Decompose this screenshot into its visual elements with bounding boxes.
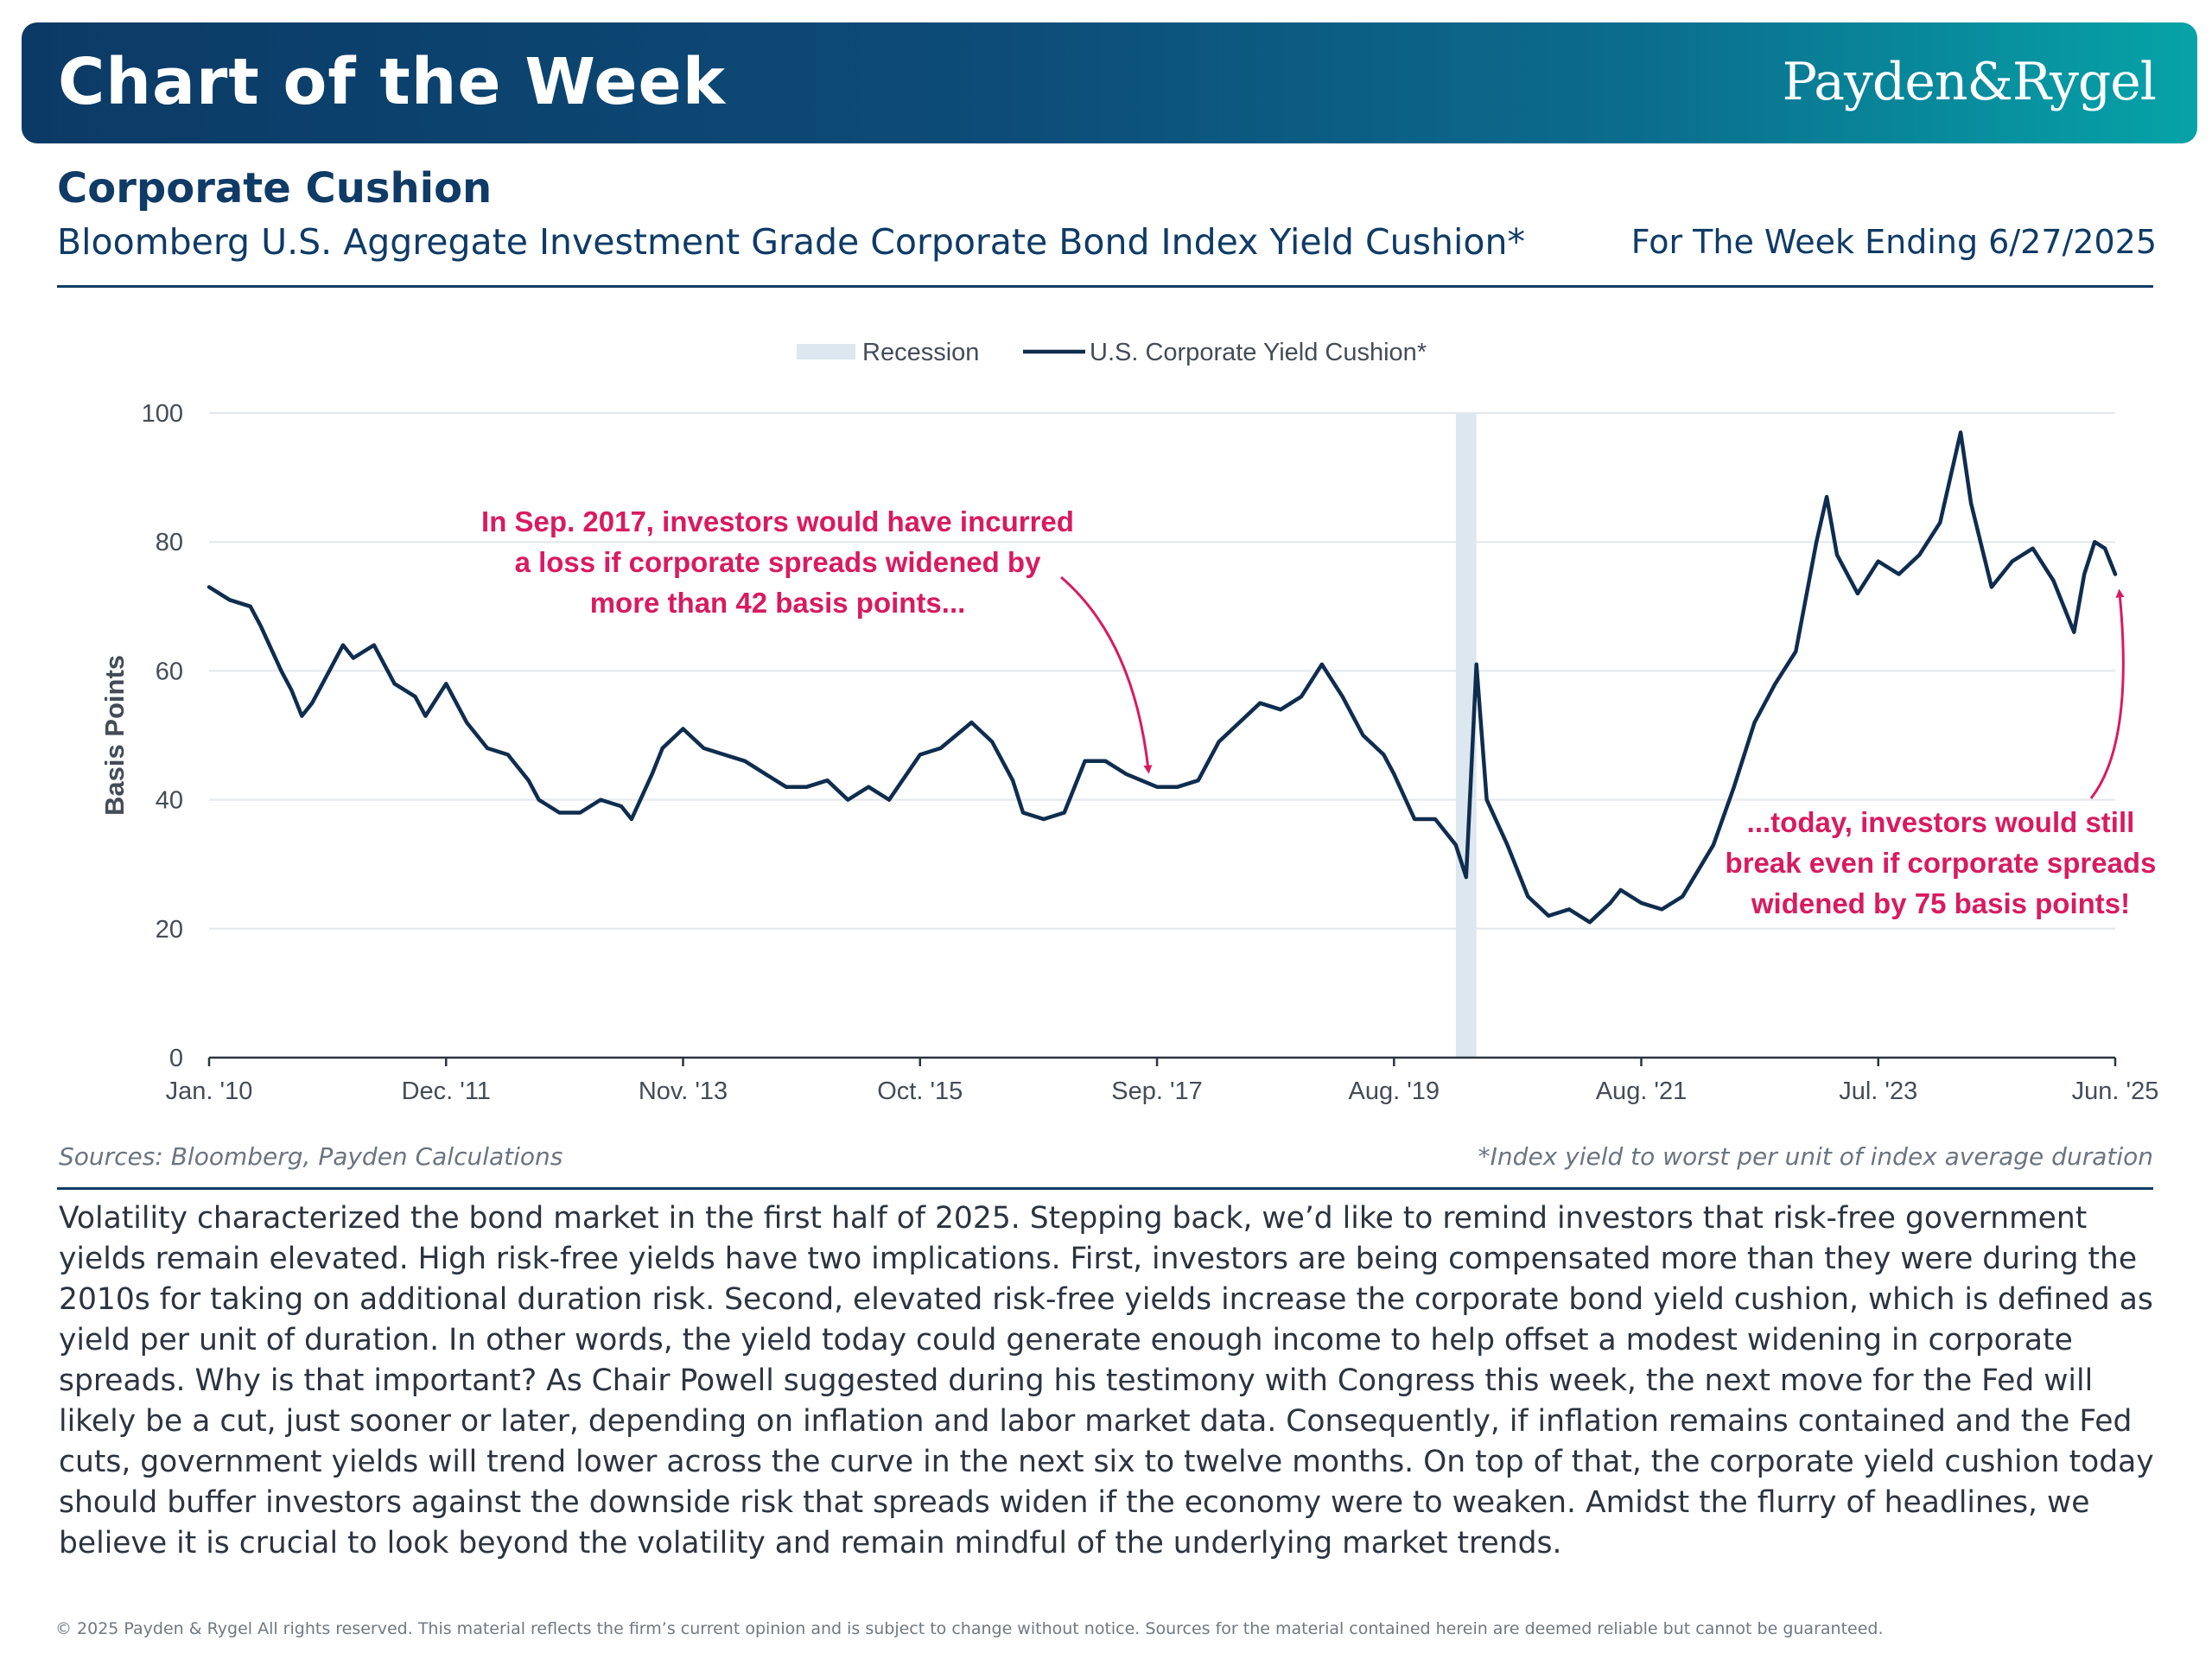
annotation-sep-2017-text: a loss if corporate spreads widened by bbox=[515, 546, 1042, 578]
x-tick-label: Dec. '11 bbox=[402, 1077, 491, 1105]
chart-axes: 0 20 40 60 80 100 Jan. '10 Dec. '11 Nov. '13 Oct.… bbox=[99, 400, 2158, 1105]
chart-legend: Recession U.S. Corporate Yield Cushion* bbox=[797, 339, 1427, 366]
y-axis-title: Basis Points bbox=[99, 655, 130, 816]
annotation-sep-2017-text: more than 42 basis points... bbox=[590, 587, 966, 619]
yield-cushion-chart: Recession U.S. Corporate Yield Cushion* 0… bbox=[99, 339, 2158, 1105]
x-tick-label: Jan. '10 bbox=[166, 1077, 253, 1105]
annotation-today-text: break even if corporate spreads bbox=[1726, 847, 2157, 879]
y-tick-label: 80 bbox=[156, 529, 183, 556]
series-line-yield-cushion bbox=[207, 430, 2118, 925]
y-tick-label: 20 bbox=[156, 916, 183, 944]
week-ending-date: For The Week Ending 6/27/2025 bbox=[1630, 223, 2157, 261]
footnote: *Index yield to worst per unit of index … bbox=[1478, 1142, 2153, 1171]
commentary-text: Volatility characterized the bond market… bbox=[59, 1201, 2154, 1560]
x-tick-label: Jul. '23 bbox=[1839, 1077, 1917, 1105]
page-title: Chart of the Week bbox=[58, 45, 726, 119]
x-tick-label: Oct. '15 bbox=[877, 1077, 963, 1105]
chart-gridlines bbox=[209, 412, 2115, 930]
recession-band bbox=[1455, 413, 1477, 1058]
annotation-today-text: widened by 75 basis points! bbox=[1751, 887, 2130, 919]
y-tick-label: 60 bbox=[156, 658, 183, 685]
chart-annotations: In Sep. 2017, investors would have incur… bbox=[481, 505, 2156, 919]
x-tick-label: Aug. '19 bbox=[1349, 1077, 1440, 1105]
header-divider bbox=[57, 285, 2153, 288]
legend-label-yield-cushion: U.S. Corporate Yield Cushion* bbox=[1090, 339, 1427, 366]
copyright-notice: © 2025 Payden & Rygel All rights reserve… bbox=[55, 1619, 1884, 1638]
annotation-arrow-today bbox=[2089, 588, 2125, 799]
x-tick-label: Aug. '21 bbox=[1596, 1077, 1688, 1105]
x-tick-label: Nov. '13 bbox=[639, 1077, 728, 1105]
chart-subtitle: Corporate Cushion bbox=[57, 164, 493, 213]
legend-swatch-recession bbox=[797, 344, 855, 359]
header-banner: Chart of the Week Payden&Rygel bbox=[22, 22, 2197, 143]
annotation-today-text: ...today, investors would still bbox=[1747, 806, 2135, 838]
sources-note: Sources: Bloomberg, Payden Calculations bbox=[59, 1142, 563, 1171]
annotation-arrow-sep-2017 bbox=[1060, 575, 1153, 774]
footer-divider bbox=[57, 1187, 2153, 1190]
legend-label-recession: Recession bbox=[862, 339, 979, 366]
y-tick-label: 100 bbox=[142, 400, 183, 428]
series-lines bbox=[207, 430, 2118, 925]
brand-logo: Payden&Rygel bbox=[1782, 52, 2157, 112]
y-tick-label: 0 bbox=[169, 1045, 183, 1072]
y-tick-label: 40 bbox=[156, 787, 183, 815]
annotation-sep-2017-text: In Sep. 2017, investors would have incur… bbox=[481, 505, 1074, 537]
recession-bands bbox=[1455, 413, 1477, 1058]
x-tick-label: Jun. '25 bbox=[2072, 1077, 2159, 1105]
index-description: Bloomberg U.S. Aggregate Investment Grad… bbox=[57, 221, 1525, 263]
x-tick-label: Sep. '17 bbox=[1111, 1077, 1203, 1105]
